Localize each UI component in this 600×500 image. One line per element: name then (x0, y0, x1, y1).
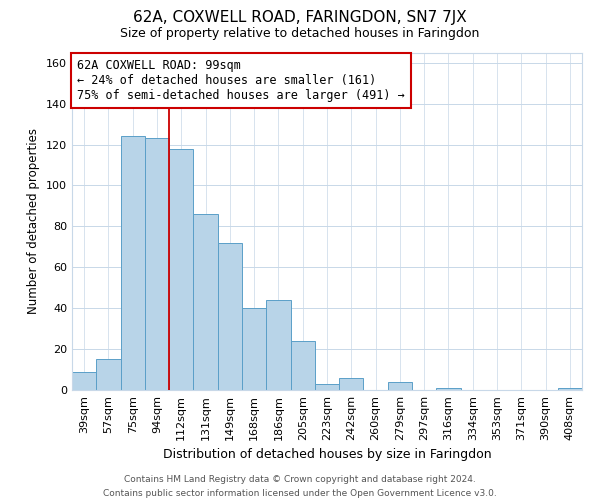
Bar (242, 308, 266, 390)
Text: 62A COXWELL ROAD: 99sqm
← 24% of detached houses are smaller (161)
75% of semi-d: 62A COXWELL ROAD: 99sqm ← 24% of detache… (77, 59, 405, 102)
Bar (388, 382, 412, 390)
Bar (558, 388, 582, 390)
Bar (193, 214, 218, 390)
Y-axis label: Number of detached properties: Number of detached properties (28, 128, 40, 314)
Bar (96, 360, 121, 390)
Bar (339, 378, 364, 390)
X-axis label: Distribution of detached houses by size in Faringdon: Distribution of detached houses by size … (163, 448, 491, 462)
Bar (169, 148, 193, 390)
Text: 62A, COXWELL ROAD, FARINGDON, SN7 7JX: 62A, COXWELL ROAD, FARINGDON, SN7 7JX (133, 10, 467, 25)
Bar (436, 388, 461, 390)
Bar (72, 372, 96, 390)
Bar (315, 384, 339, 390)
Bar (290, 341, 315, 390)
Bar (218, 242, 242, 390)
Bar (266, 300, 290, 390)
Bar (145, 138, 169, 390)
Text: Contains HM Land Registry data © Crown copyright and database right 2024.
Contai: Contains HM Land Registry data © Crown c… (103, 476, 497, 498)
Text: Size of property relative to detached houses in Faringdon: Size of property relative to detached ho… (121, 28, 479, 40)
Bar (121, 136, 145, 390)
